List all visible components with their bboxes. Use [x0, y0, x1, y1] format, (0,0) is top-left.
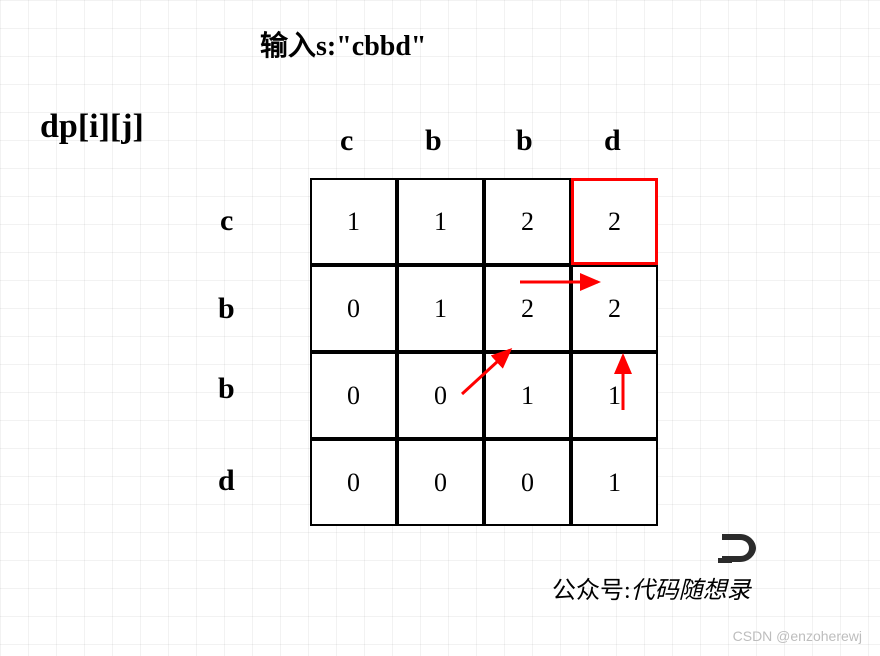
title-text: 输入s:"cbbd": [260, 24, 426, 64]
col-label: b: [425, 124, 442, 158]
credit-logo-icon: [716, 530, 760, 566]
col-label: d: [604, 124, 621, 158]
watermark: CSDN @enzoherewj: [733, 628, 862, 644]
credit-text: 公众号:代码随想录: [552, 570, 751, 605]
dp-cell: 2: [484, 178, 571, 265]
dp-label: dp[i][j]: [40, 108, 144, 146]
dp-cell: 1: [310, 178, 397, 265]
credit-prefix: 公众号:: [552, 578, 631, 604]
dp-cell: 2: [571, 265, 658, 352]
dp-cell: 0: [397, 439, 484, 526]
dp-cell: 1: [397, 178, 484, 265]
dp-cell: 0: [310, 439, 397, 526]
dp-cell: 0: [397, 352, 484, 439]
dp-cell: 1: [484, 352, 571, 439]
row-label: c: [220, 204, 233, 238]
credit-name: 代码随想录: [631, 578, 751, 604]
dp-cell: 1: [397, 265, 484, 352]
dp-cell: 1: [571, 439, 658, 526]
dp-cell: 0: [310, 265, 397, 352]
dp-cell: 1: [571, 352, 658, 439]
col-label: c: [340, 124, 353, 158]
dp-cell: 0: [310, 352, 397, 439]
row-label: b: [218, 292, 235, 326]
row-label: b: [218, 372, 235, 406]
col-label: b: [516, 124, 533, 158]
dp-cell: 2: [484, 265, 571, 352]
dp-cell-highlight: 2: [571, 178, 658, 265]
diagram-layer: 输入s:"cbbd" dp[i][j] c b b d c b b d 1 1 …: [0, 0, 880, 656]
row-label: d: [218, 464, 235, 498]
dp-cell: 0: [484, 439, 571, 526]
